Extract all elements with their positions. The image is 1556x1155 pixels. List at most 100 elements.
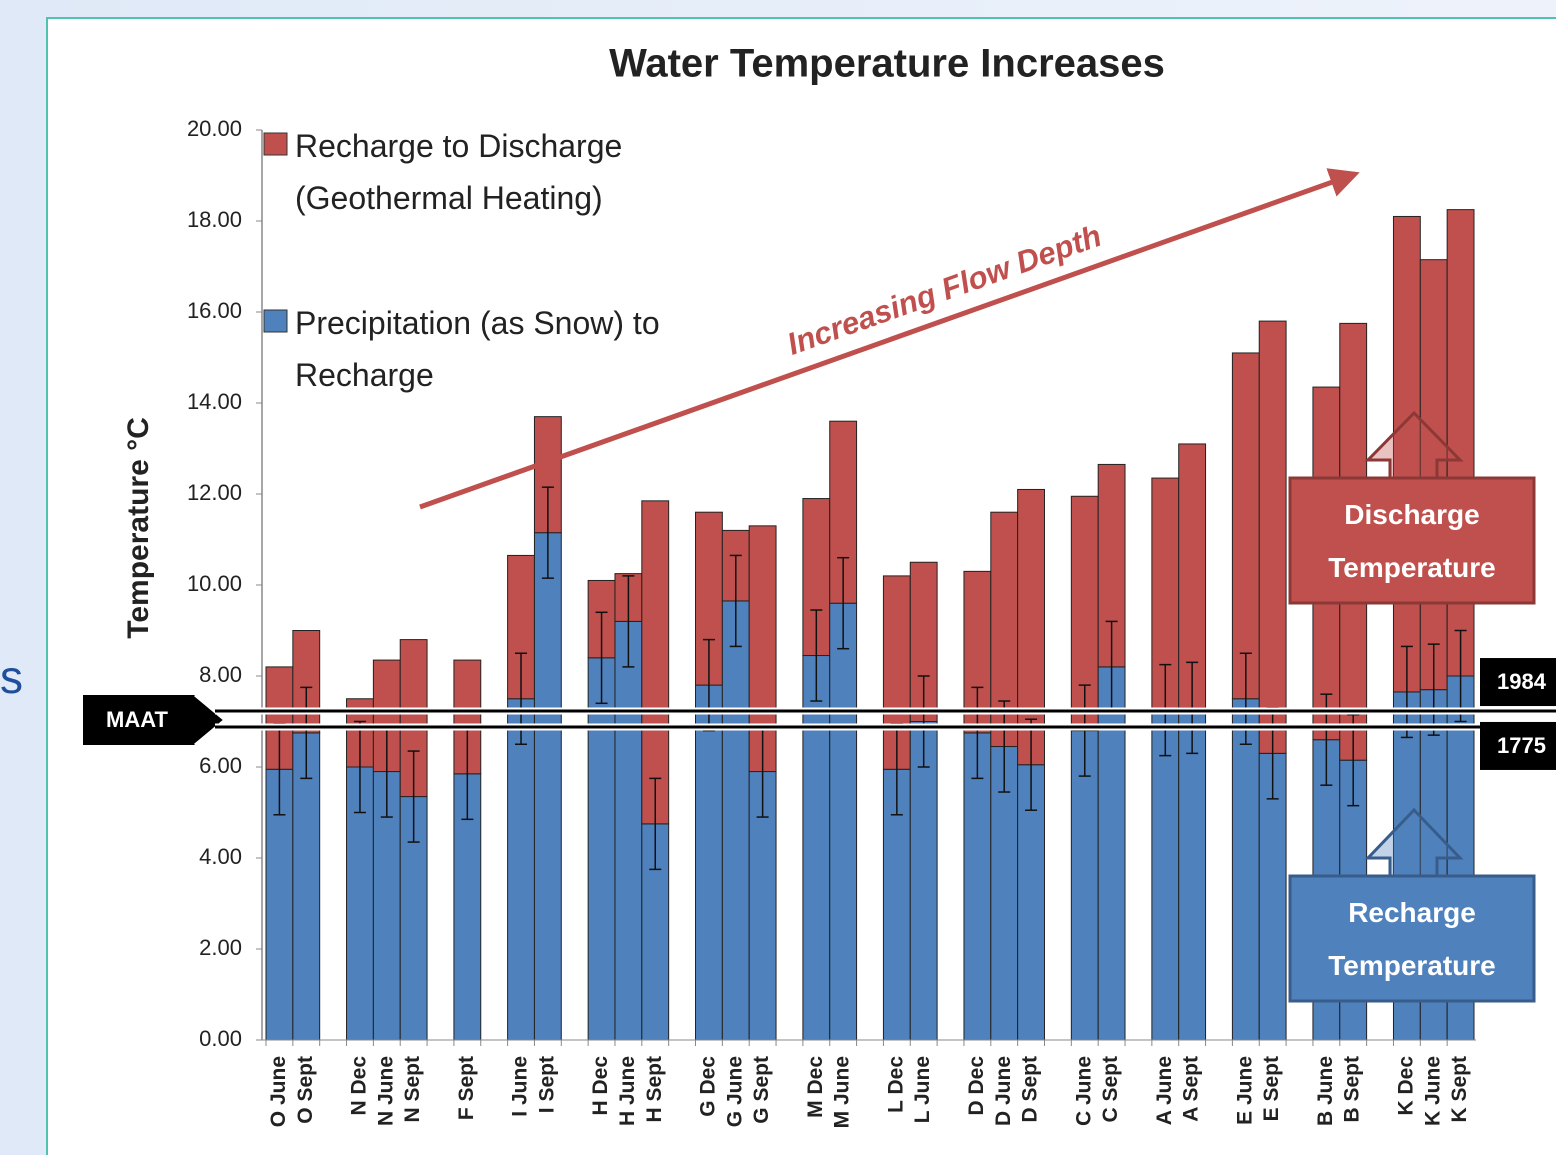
trend-arrow [419, 168, 1360, 510]
x-tick-label: H Sept [643, 1056, 666, 1123]
bar-segment [1258, 320, 1287, 754]
y-tick-label: 4.00 [199, 844, 242, 869]
x-tick-label: E June [1233, 1056, 1256, 1125]
bar-segment [587, 657, 616, 1041]
x-tick-label: M June [831, 1056, 854, 1128]
y-tick-label: 14.00 [187, 389, 242, 414]
y-tick-label: 12.00 [187, 480, 242, 505]
box-label: Recharge Temperature [1328, 897, 1496, 981]
bar-segment [695, 684, 723, 1041]
x-tick-label: B Sept [1341, 1056, 1364, 1123]
x-tick-label: K Sept [1448, 1056, 1471, 1123]
x-tick-label: E Sept [1260, 1056, 1283, 1121]
x-tick-label: H June [616, 1056, 639, 1126]
x-tick-label: N Dec [348, 1056, 371, 1116]
error-bar [810, 609, 823, 702]
error-bar [729, 554, 742, 648]
y-tick-label: 2.00 [199, 935, 242, 960]
bar-segment [1392, 215, 1421, 693]
legend-swatch [263, 309, 288, 333]
x-tick-label: A June [1153, 1056, 1176, 1125]
bar-segment [829, 602, 858, 1041]
y-tick-label: 0.00 [199, 1026, 242, 1051]
legend-swatch [263, 132, 288, 156]
arrow-icon [1364, 807, 1464, 876]
arrow-icon [1364, 410, 1464, 478]
maat-tag-edge [194, 693, 228, 747]
bar-segment [1231, 352, 1260, 700]
label-box [1288, 476, 1536, 605]
bar-segment [1419, 259, 1448, 691]
x-tick-label: C Sept [1099, 1056, 1122, 1123]
x-tick-label: O June [267, 1056, 290, 1127]
x-tick-label: N Sept [401, 1056, 424, 1123]
error-bar [1025, 718, 1038, 811]
error-bar [300, 686, 313, 780]
bar-segment [641, 500, 670, 825]
x-tick-label: D June [992, 1056, 1015, 1126]
bar-segment [1178, 443, 1207, 709]
error-bar [971, 686, 984, 780]
x-tick-label: L June [911, 1056, 934, 1123]
bar-segment [963, 732, 992, 1041]
side-text: s [0, 651, 23, 703]
x-tick-label: K Dec [1394, 1056, 1417, 1116]
error-bar [595, 611, 608, 705]
bar-segment [721, 600, 750, 1041]
x-tick-label: K June [1421, 1056, 1444, 1126]
x-tick-label: M Dec [804, 1056, 827, 1118]
maat-tag [83, 695, 225, 745]
y-tick-label: 20.00 [187, 116, 242, 141]
x-tick-label: F Sept [455, 1056, 478, 1120]
box-label: Discharge Temperature [1328, 499, 1496, 583]
legend-entry: Precipitation (as Snow) to Recharge [295, 305, 660, 393]
error-bar [917, 675, 930, 768]
x-tick-label: G Dec [696, 1056, 719, 1117]
error-bar [353, 720, 366, 814]
x-tick-label: D Sept [1019, 1056, 1042, 1123]
legend-entry: Recharge to Discharge (Geothermal Heatin… [295, 128, 623, 216]
x-tick-label: H Dec [589, 1056, 612, 1116]
bar-segment [1231, 698, 1260, 1041]
error-bar [702, 638, 715, 732]
bar-segment [1178, 707, 1207, 1041]
bar-segment [1070, 730, 1099, 1041]
x-tick-label: I Sept [535, 1056, 558, 1113]
y-tick-label: 10.00 [187, 571, 242, 596]
y-axis-label: Temperature °C [122, 417, 155, 639]
bar-segment [1151, 709, 1180, 1041]
label-box [1288, 874, 1536, 1003]
y-tick-label: 8.00 [199, 662, 242, 687]
x-tick-label: G June [723, 1056, 746, 1127]
reference-label: 1984 [1497, 669, 1547, 694]
y-tick-label: 6.00 [199, 753, 242, 778]
chart-title: Water Temperature Increases [609, 42, 1165, 86]
reference-tag [1480, 721, 1556, 770]
error-bar [407, 750, 420, 843]
bar-segment [1097, 666, 1126, 1041]
reference-label: 1775 [1497, 733, 1546, 758]
error-bar [622, 575, 635, 668]
bar-segment [533, 532, 562, 1041]
reference-tag [1480, 658, 1556, 707]
x-tick-label: C June [1072, 1056, 1095, 1126]
bar-segment [614, 620, 643, 1041]
bar-segment [909, 721, 938, 1041]
error-bar [541, 486, 554, 579]
error-bar [998, 700, 1011, 793]
x-tick-label: N June [374, 1056, 397, 1126]
y-tick-label: 18.00 [187, 207, 242, 232]
bar-segment [1446, 209, 1475, 677]
error-bar [1400, 645, 1413, 739]
x-tick-label: A Sept [1180, 1056, 1203, 1122]
error-bar [1078, 684, 1091, 777]
error-bar [1427, 643, 1440, 736]
maat-label: MAAT [106, 707, 168, 732]
y-tick-label: 16.00 [187, 298, 242, 323]
x-tick-label: L Dec [884, 1056, 907, 1113]
error-bar [649, 777, 662, 871]
x-tick-label: I June [509, 1056, 532, 1117]
x-tick-label: O Sept [294, 1056, 317, 1124]
